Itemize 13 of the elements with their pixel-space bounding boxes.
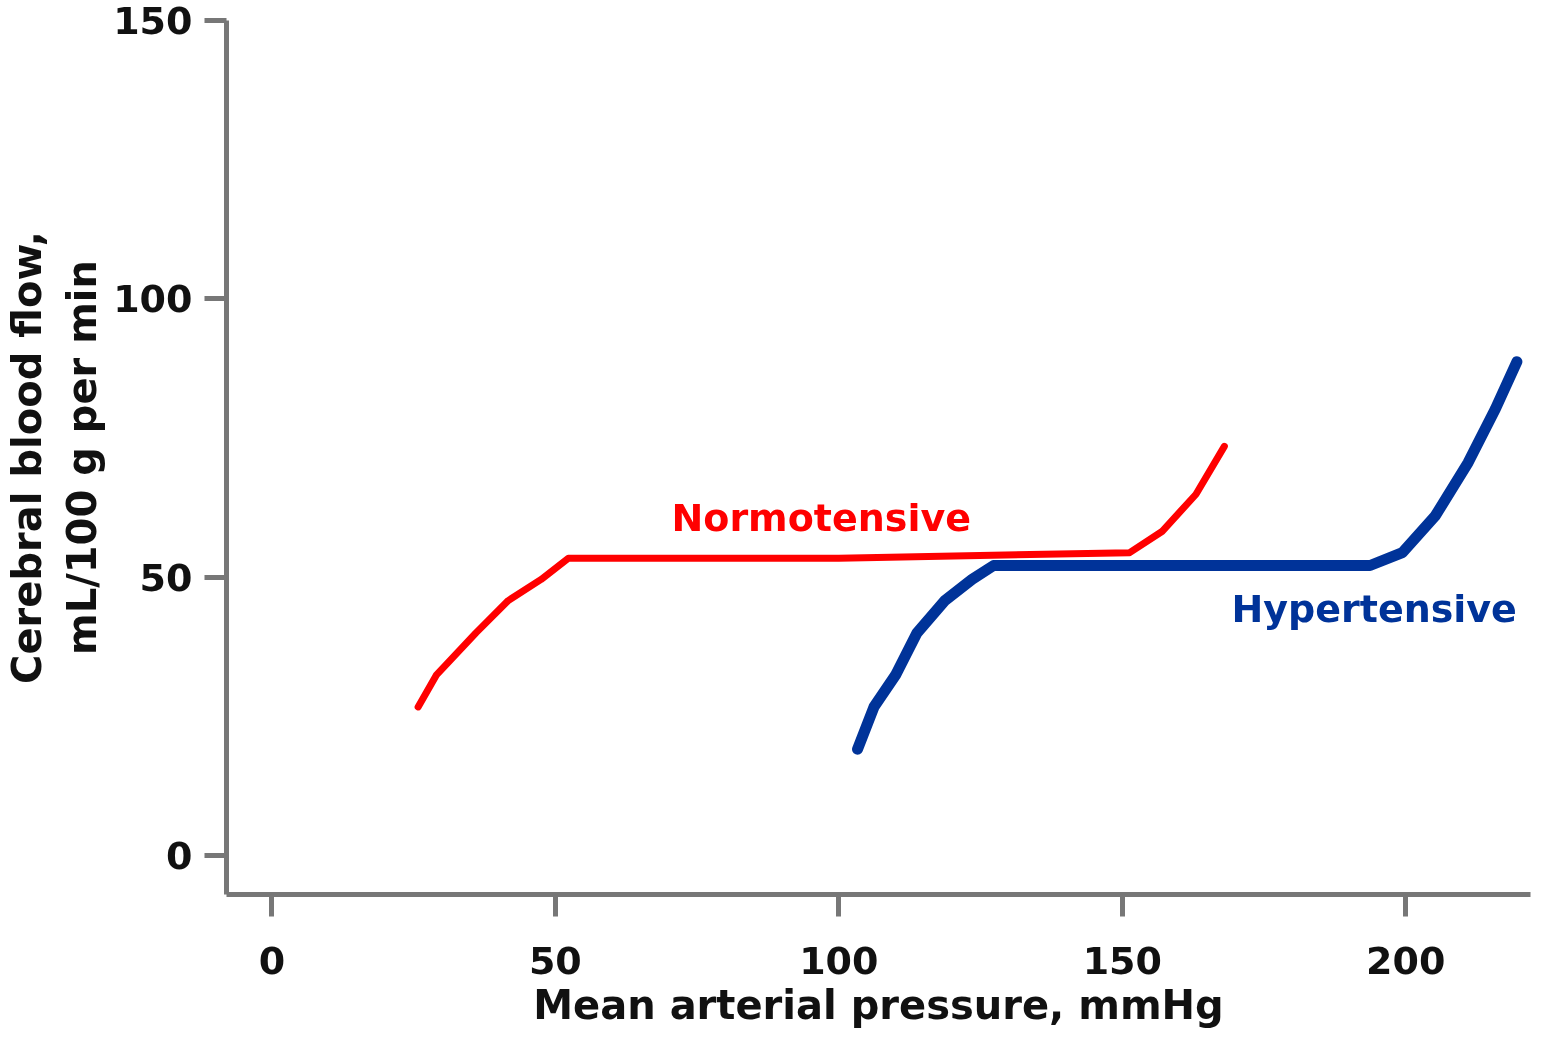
y-tick-label: 150 <box>113 0 193 43</box>
x-tick-label: 100 <box>799 938 879 983</box>
series-label: Normotensive <box>671 496 971 541</box>
x-tick-label: 0 <box>258 938 286 983</box>
series-label: Hypertensive <box>1231 587 1517 632</box>
x-tick-label: 50 <box>528 938 582 983</box>
x-tick-label: 200 <box>1366 938 1446 983</box>
y-tick-label: 100 <box>113 277 193 322</box>
x-tick-label: 150 <box>1082 938 1162 983</box>
x-axis-title: Mean arterial pressure, mmHg <box>533 981 1224 1028</box>
y-axis-title: Cerebral blood flow, mL/100 g per min <box>3 231 106 684</box>
y-tick-label: 0 <box>166 834 193 879</box>
y-tick-label: 50 <box>139 555 193 600</box>
